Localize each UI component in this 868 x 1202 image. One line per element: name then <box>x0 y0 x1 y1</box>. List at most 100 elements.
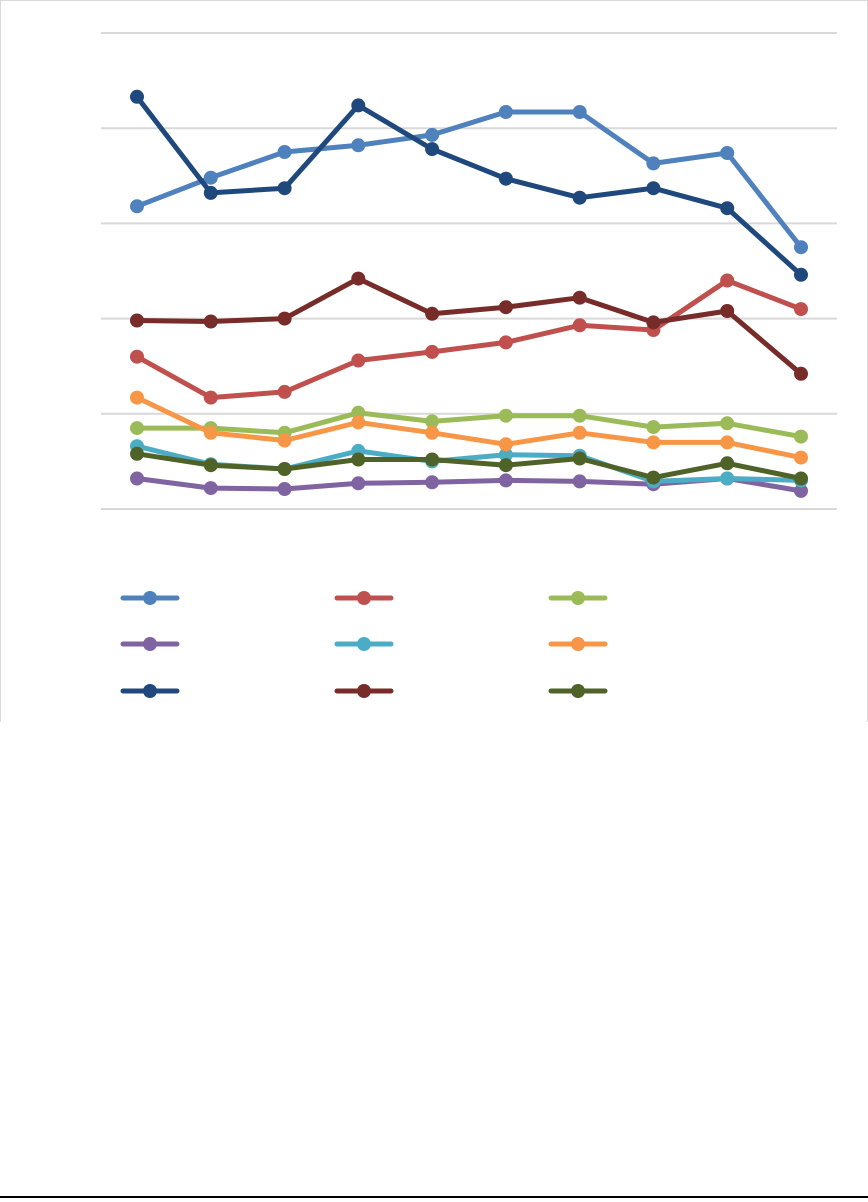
legend-swatch-marker <box>143 591 157 605</box>
legend-swatch-marker <box>571 591 585 605</box>
legend-swatch-marker <box>357 591 371 605</box>
data-point <box>277 311 292 326</box>
data-point <box>720 435 735 450</box>
data-point <box>425 142 440 157</box>
data-point <box>720 273 735 288</box>
series-4 <box>130 471 808 498</box>
data-point <box>720 416 735 431</box>
legend-item-5 <box>334 637 394 651</box>
data-point <box>720 471 735 486</box>
data-point <box>130 313 144 328</box>
series-3 <box>130 405 808 444</box>
data-point <box>425 425 440 440</box>
series-line <box>134 109 804 250</box>
data-point <box>646 315 661 330</box>
data-point <box>794 429 808 444</box>
legend-item-6 <box>548 637 608 651</box>
data-point <box>794 366 808 381</box>
data-point <box>572 474 587 489</box>
legend-item-8 <box>334 684 394 698</box>
series-6 <box>130 390 808 465</box>
data-point <box>351 353 366 368</box>
data-point <box>203 185 218 200</box>
data-point <box>425 452 440 467</box>
data-point <box>351 98 366 113</box>
series-1 <box>130 105 808 255</box>
data-point <box>203 390 218 405</box>
data-point <box>498 437 513 452</box>
data-point <box>351 405 366 420</box>
data-point <box>498 335 513 350</box>
data-point <box>277 384 292 399</box>
legend-swatch-marker <box>143 637 157 651</box>
data-point <box>425 414 440 429</box>
data-point <box>720 201 735 216</box>
data-point <box>277 181 292 196</box>
data-point <box>130 199 144 214</box>
data-point <box>498 171 513 186</box>
data-point <box>646 470 661 485</box>
data-point <box>572 105 587 119</box>
series-line <box>134 410 804 440</box>
legend-item-7 <box>120 684 180 698</box>
data-point <box>646 435 661 450</box>
data-point <box>203 458 218 473</box>
data-point <box>572 318 587 333</box>
data-point <box>646 420 661 435</box>
data-point <box>130 349 144 364</box>
data-point <box>203 170 218 185</box>
series-2 <box>130 273 808 405</box>
data-point <box>794 471 808 486</box>
page-bottom-rule <box>0 1196 868 1198</box>
data-point <box>720 146 735 160</box>
data-point <box>572 408 587 423</box>
data-point <box>498 105 513 119</box>
data-point <box>130 421 144 436</box>
data-point <box>203 481 218 496</box>
legend-swatch-marker <box>357 684 371 698</box>
data-point <box>572 451 587 466</box>
data-point <box>498 300 513 315</box>
series-layer <box>130 89 808 498</box>
data-point <box>203 425 218 440</box>
data-point <box>498 458 513 473</box>
data-point <box>794 240 808 255</box>
legend-swatch-marker <box>143 684 157 698</box>
data-point <box>130 471 144 486</box>
data-point <box>572 290 587 305</box>
data-point <box>277 433 292 448</box>
series-7 <box>130 89 808 282</box>
data-point <box>794 267 808 282</box>
data-point <box>203 314 218 329</box>
series-line <box>134 94 804 278</box>
data-point <box>351 476 366 491</box>
data-point <box>425 475 440 490</box>
data-point <box>130 89 144 104</box>
data-point <box>794 302 808 317</box>
legend-swatch-marker <box>571 637 585 651</box>
data-point <box>425 127 440 142</box>
data-point <box>498 408 513 423</box>
data-point <box>646 181 661 196</box>
legend-item-2 <box>334 591 394 605</box>
data-point <box>277 462 292 476</box>
data-point <box>277 482 292 496</box>
series-8 <box>130 271 808 381</box>
series-9 <box>130 446 808 486</box>
legend-item-1 <box>120 591 180 605</box>
data-point <box>646 156 661 171</box>
legend-swatch-marker <box>571 684 585 698</box>
line-chart <box>101 32 837 698</box>
data-point <box>794 450 808 465</box>
data-point <box>498 447 513 462</box>
data-point <box>572 425 587 440</box>
legend-item-3 <box>548 591 608 605</box>
series-line <box>134 395 804 461</box>
series-line <box>134 278 804 401</box>
chart-area <box>0 0 868 722</box>
data-point <box>130 390 144 405</box>
data-point <box>130 446 144 461</box>
data-point <box>351 271 366 286</box>
data-point <box>498 473 513 488</box>
legend <box>120 591 608 698</box>
